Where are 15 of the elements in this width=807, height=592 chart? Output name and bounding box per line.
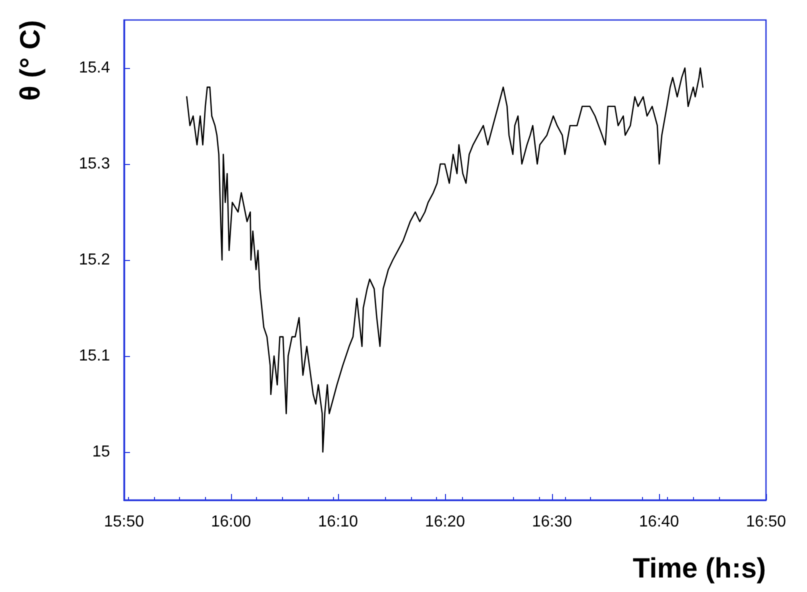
y-tick-label: 15.3	[78, 156, 110, 172]
y-tick-label: 15	[92, 444, 110, 460]
y-tick-label: 15.4	[78, 60, 110, 76]
x-tick-label: 16:10	[318, 514, 358, 530]
x-tick-label: 16:20	[424, 514, 466, 530]
line-series	[186, 67, 704, 453]
x-tick-label: 15:50	[104, 514, 144, 530]
x-tick-label: 16:00	[211, 514, 252, 530]
x-tick-label: 16:40	[639, 514, 680, 530]
y-axis-title: θ (° C)	[14, 20, 46, 101]
x-axis-title: Time (h:s)	[632, 552, 766, 584]
y-tick-label: 15.2	[78, 252, 110, 268]
x-tick-label: 16:50	[746, 514, 786, 530]
x-tick-label: 16:30	[532, 514, 572, 530]
y-tick-label: 15.1	[78, 348, 110, 364]
